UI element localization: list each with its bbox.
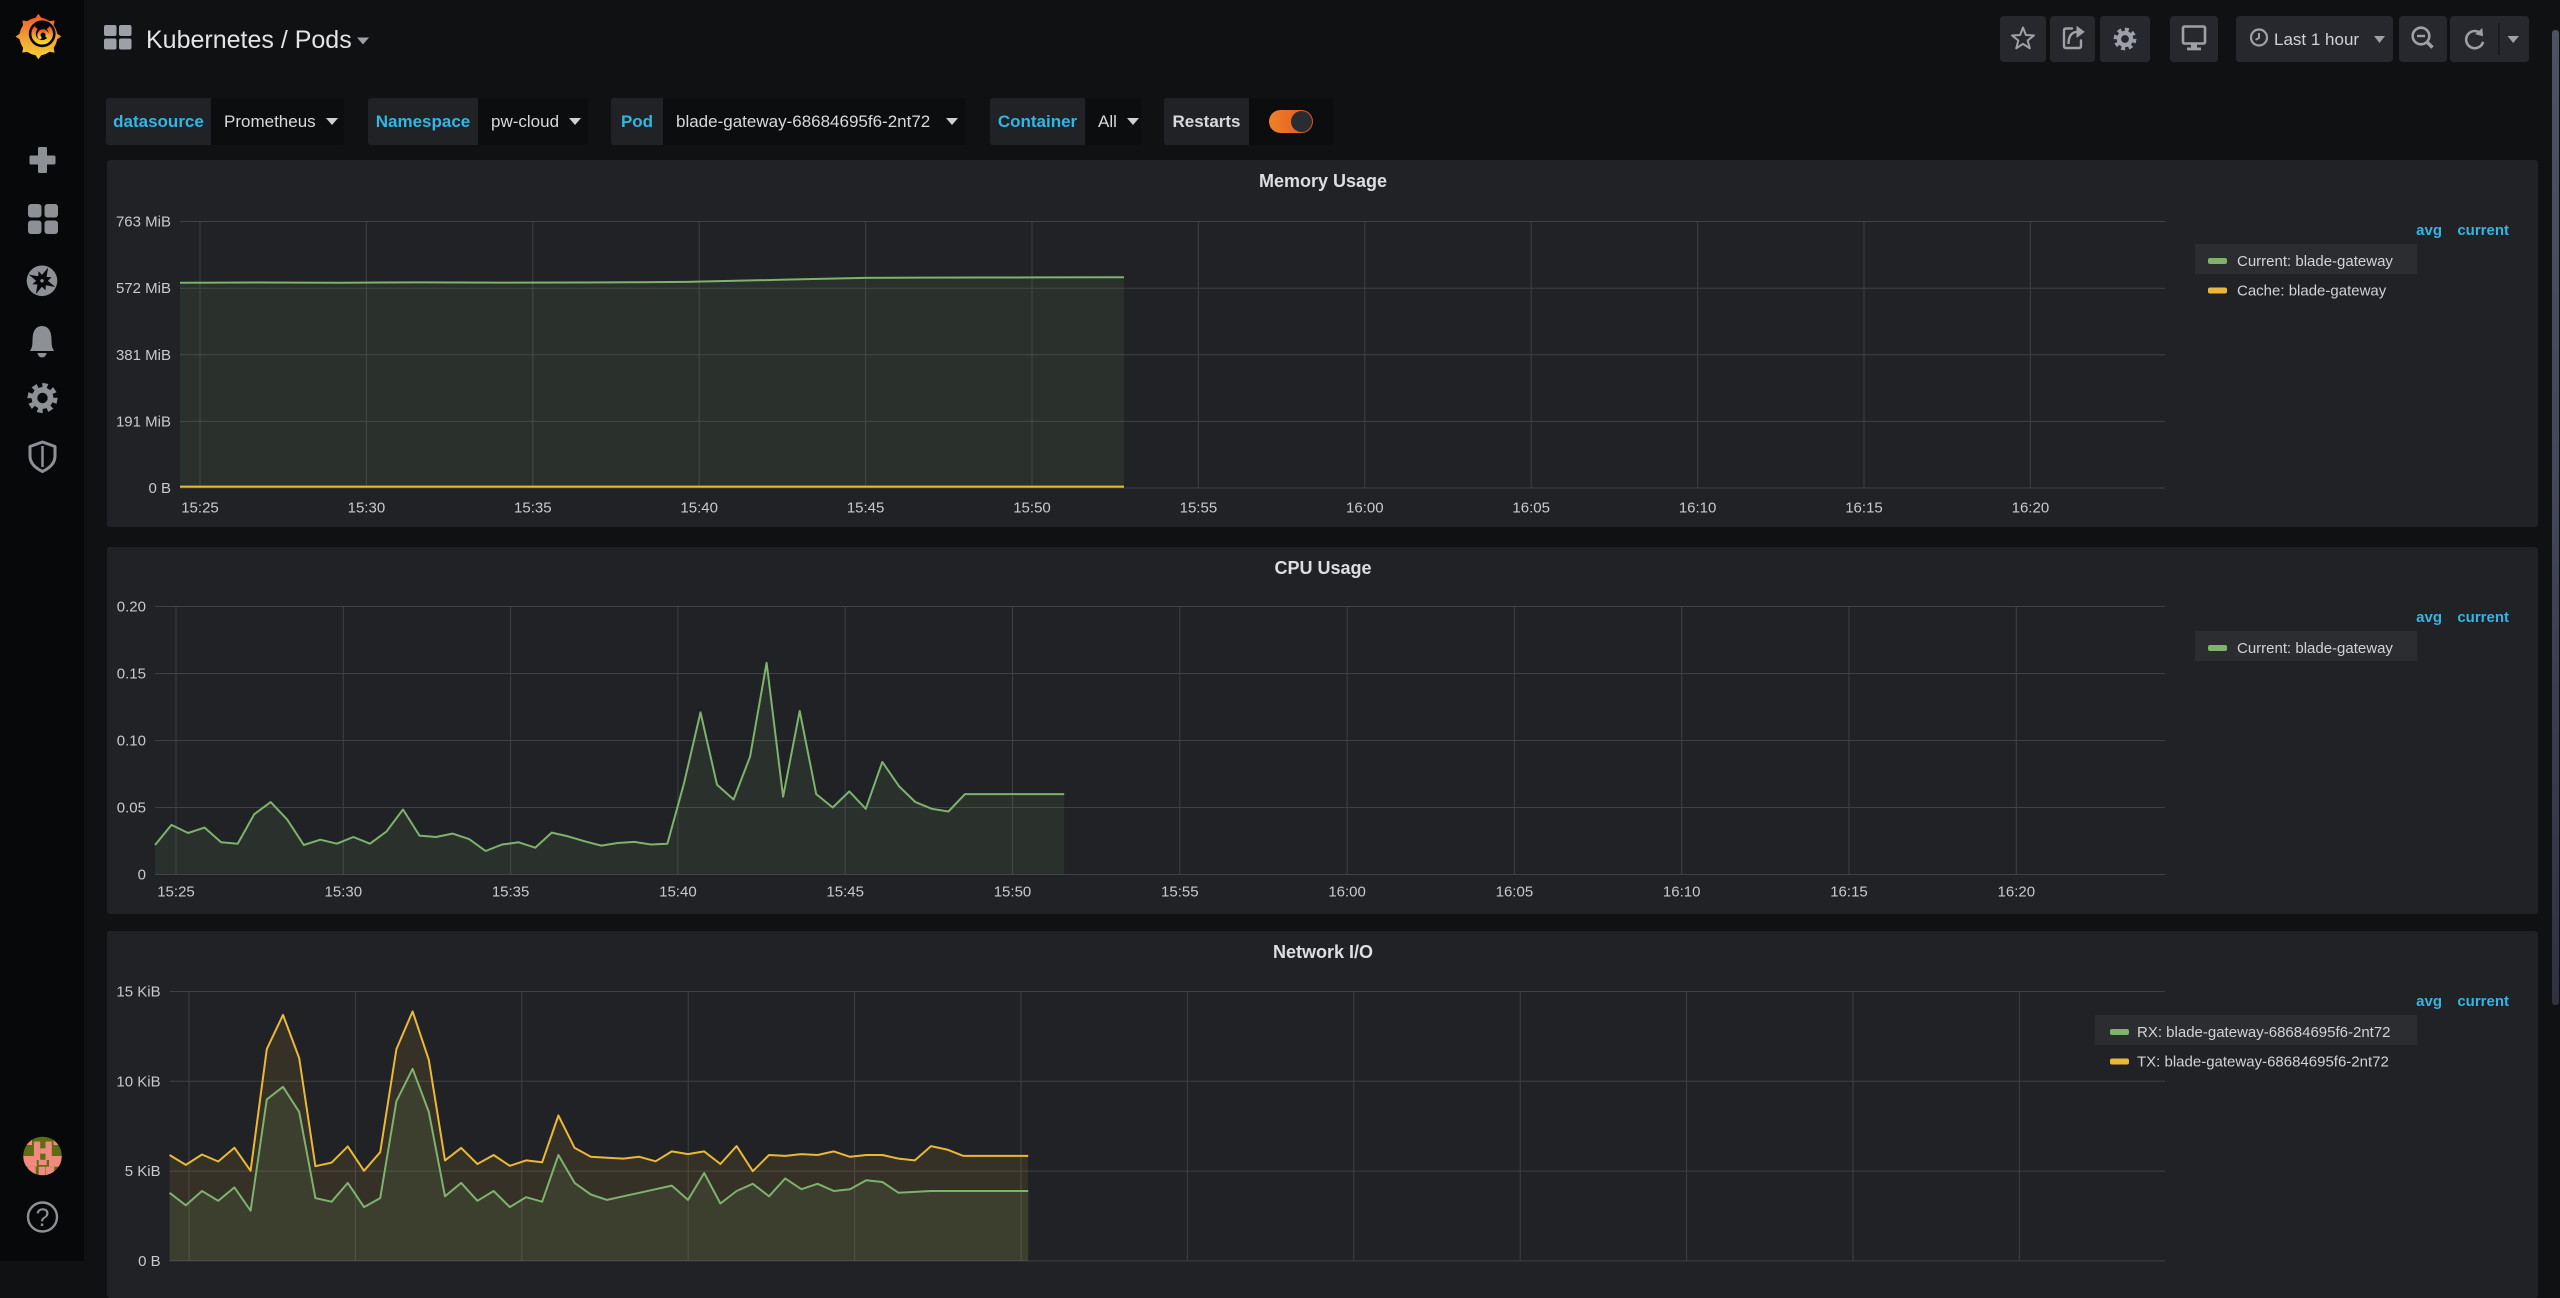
svg-text:381 MiB: 381 MiB: [116, 347, 171, 364]
svg-text:?: ?: [36, 1204, 50, 1232]
svg-text:Current: blade-gateway: Current: blade-gateway: [2237, 253, 2393, 270]
svg-text:Last 1 hour: Last 1 hour: [2274, 30, 2359, 49]
svg-text:16:10: 16:10: [1679, 500, 1717, 517]
svg-text:15 KiB: 15 KiB: [116, 984, 160, 1001]
svg-text:0.20: 0.20: [117, 599, 146, 616]
svg-text:16:15: 16:15: [1830, 884, 1868, 901]
svg-text:0.05: 0.05: [117, 800, 146, 817]
svg-text:16:20: 16:20: [1998, 884, 2036, 901]
svg-text:16:05: 16:05: [1512, 500, 1550, 517]
svg-text:current: current: [2457, 609, 2509, 626]
svg-text:16:15: 16:15: [1845, 500, 1883, 517]
svg-text:15:45: 15:45: [826, 884, 864, 901]
svg-text:16:20: 16:20: [2012, 500, 2050, 517]
svg-text:15:45: 15:45: [847, 500, 885, 517]
svg-text:Kubernetes / Pods: Kubernetes / Pods: [146, 26, 352, 54]
svg-text:Cache: blade-gateway: Cache: blade-gateway: [2237, 283, 2387, 300]
svg-text:572 MiB: 572 MiB: [116, 280, 171, 297]
svg-text:Current: blade-gateway: Current: blade-gateway: [2237, 640, 2393, 657]
svg-text:15:50: 15:50: [1013, 500, 1051, 517]
svg-text:0 B: 0 B: [148, 480, 171, 497]
svg-text:15:35: 15:35: [492, 884, 530, 901]
svg-text:0 B: 0 B: [138, 1253, 161, 1270]
svg-text:current: current: [2457, 222, 2509, 239]
svg-text:15:40: 15:40: [680, 500, 718, 517]
svg-text:16:00: 16:00: [1346, 500, 1384, 517]
svg-text:Network I/O: Network I/O: [1273, 942, 1373, 962]
svg-text:RX: blade-gateway-68684695f6-2: RX: blade-gateway-68684695f6-2nt72: [2137, 1024, 2391, 1041]
svg-text:15:55: 15:55: [1180, 500, 1218, 517]
svg-text:5 KiB: 5 KiB: [125, 1163, 161, 1180]
svg-text:16:00: 16:00: [1328, 884, 1366, 901]
svg-text:15:30: 15:30: [348, 500, 386, 517]
svg-text:16:05: 16:05: [1496, 884, 1534, 901]
svg-text:current: current: [2457, 993, 2509, 1010]
svg-text:avg: avg: [2416, 993, 2442, 1010]
svg-text:0: 0: [138, 867, 146, 884]
svg-text:763 MiB: 763 MiB: [116, 214, 171, 231]
svg-text:15:40: 15:40: [659, 884, 697, 901]
svg-text:191 MiB: 191 MiB: [116, 413, 171, 430]
svg-text:16:10: 16:10: [1663, 884, 1701, 901]
svg-text:15:30: 15:30: [325, 884, 363, 901]
svg-text:10 KiB: 10 KiB: [116, 1073, 160, 1090]
svg-text:0.15: 0.15: [117, 666, 146, 683]
svg-text:15:55: 15:55: [1161, 884, 1199, 901]
svg-text:Memory Usage: Memory Usage: [1259, 171, 1387, 191]
svg-text:TX: blade-gateway-68684695f6-2: TX: blade-gateway-68684695f6-2nt72: [2137, 1054, 2389, 1071]
svg-text:15:35: 15:35: [514, 500, 552, 517]
svg-text:CPU Usage: CPU Usage: [1274, 558, 1371, 578]
svg-text:15:25: 15:25: [181, 500, 219, 517]
svg-text:avg: avg: [2416, 609, 2442, 626]
svg-text:15:50: 15:50: [994, 884, 1032, 901]
svg-text:0.10: 0.10: [117, 733, 146, 750]
svg-text:15:25: 15:25: [157, 884, 195, 901]
svg-text:avg: avg: [2416, 222, 2442, 239]
